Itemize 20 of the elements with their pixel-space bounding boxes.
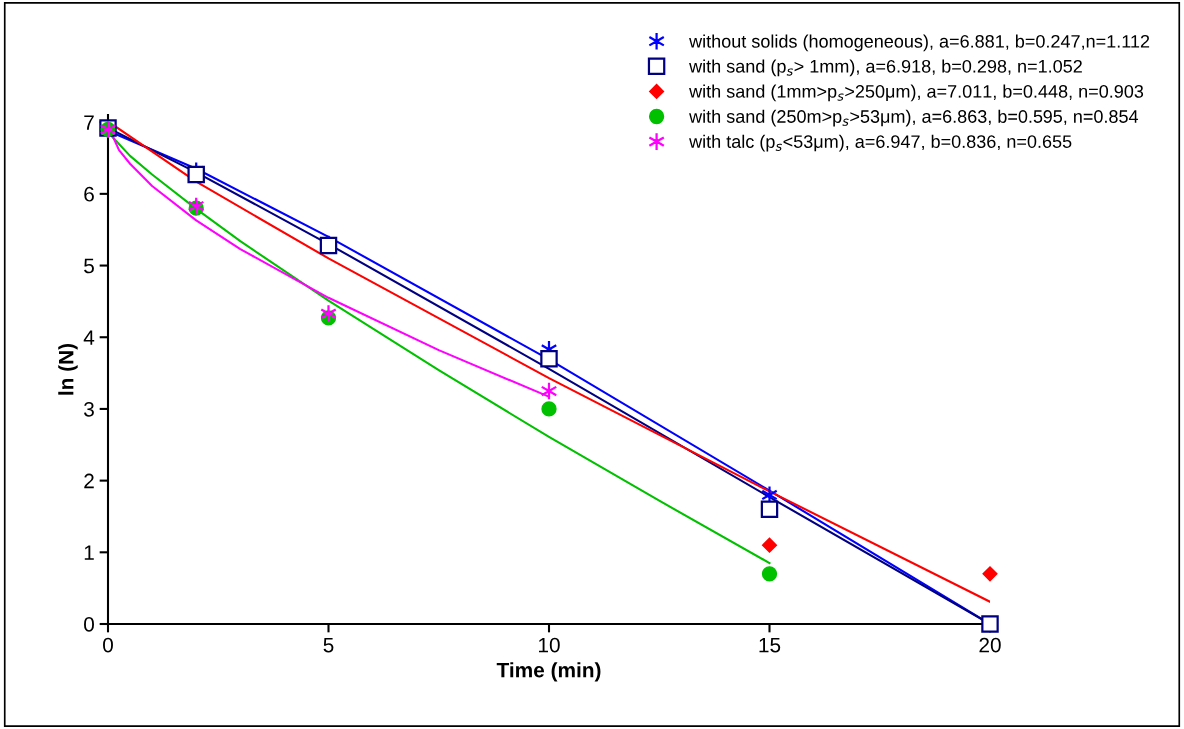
x-tick-label: 0 — [103, 637, 113, 653]
legend-label: with sand (p$_{s}$> 1mm), a=6.918, b=0.298, n=1.052 — [689, 59, 1082, 77]
y-tick-label: 0 — [84, 617, 94, 632]
x-tick-label: 5 — [323, 637, 334, 653]
y-tick-label: 3 — [84, 401, 94, 417]
y-tick-label: 5 — [84, 258, 94, 274]
x-tick-label: 15 — [759, 637, 781, 653]
x-tick-label: 10 — [539, 637, 560, 653]
y-tick-label: 4 — [83, 330, 95, 345]
y-tick-label: 7 — [84, 115, 94, 130]
x-axis-title: Time (min) — [496, 662, 601, 682]
legend-label: with sand (1mm>p$_{s}$>250μm), a=7.011, b=0.448, n=0.903 — [689, 84, 1144, 102]
y-axis-title: ln (N) — [58, 343, 78, 395]
y-tick-label: 2 — [84, 473, 94, 489]
y-tick-label: 1 — [84, 545, 94, 560]
legend-label: without solids (homogeneous), a=6.881, b=0.247,n=1.112 — [689, 34, 1150, 52]
x-tick-label: 20 — [979, 637, 1001, 653]
legend-label: with talc (p$_{s}$<53μm), a=6.947, b=0.836, n=0.655 — [689, 134, 1072, 152]
legend-label: with sand (250m>p$_{s}$>53μm), a=6.863, b=0.595, n=0.854 — [689, 109, 1139, 127]
y-tick-label: 6 — [84, 186, 94, 202]
